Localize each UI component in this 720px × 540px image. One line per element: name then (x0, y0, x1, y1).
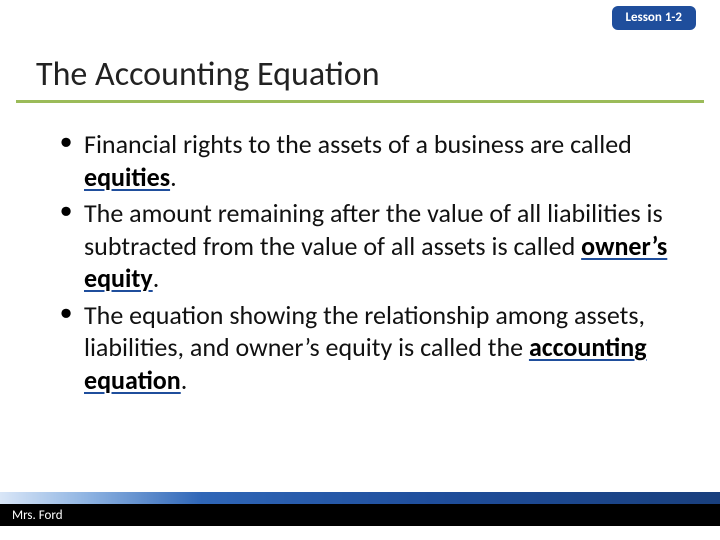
footer: Mrs. Ford (0, 492, 720, 526)
bullet-text-post: . (170, 161, 177, 193)
bullet-text-post: . (153, 262, 160, 294)
page-title: The Accounting Equation (36, 54, 380, 95)
list-item: The amount remaining after the value of … (60, 197, 680, 295)
bullet-text-pre: Financial rights to the assets of a busi… (84, 128, 632, 160)
lesson-tab: Lesson 1-2 (612, 6, 696, 30)
term-equities: equities (84, 161, 170, 193)
list-item: The equation showing the relationship am… (60, 299, 680, 397)
bullet-text-pre: The amount remaining after the value of … (84, 197, 663, 262)
content-area: Financial rights to the assets of a busi… (60, 128, 680, 400)
bullet-text-post: . (181, 364, 188, 396)
slide: Lesson 1-2 The Accounting Equation Finan… (0, 0, 720, 540)
footer-author: Mrs. Ford (12, 508, 63, 523)
title-underline (16, 100, 704, 103)
list-item: Financial rights to the assets of a busi… (60, 128, 680, 193)
footer-black-stripe: Mrs. Ford (0, 504, 720, 526)
